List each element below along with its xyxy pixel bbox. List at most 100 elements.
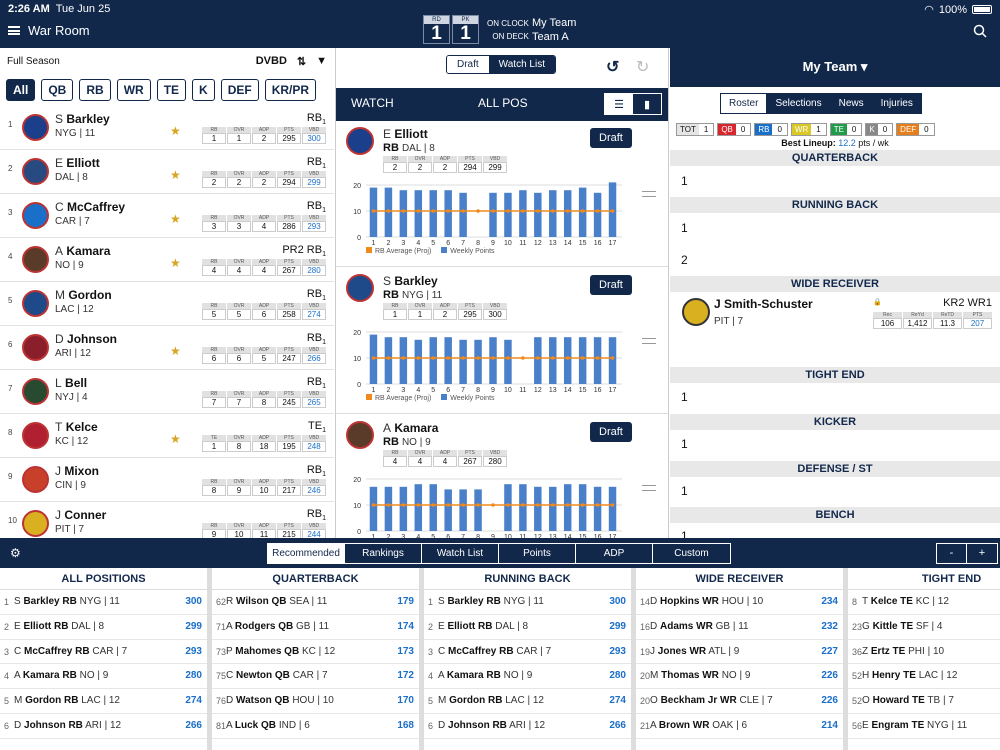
player-row[interactable]: 1 S Barkley NYG | 11 ★ RB1 RB 1 OVR 1 ADP 2 PTS 295 V… [0,106,334,150]
ranking-row[interactable]: 1 S Barkley RB NYG | 11 300 [0,590,207,615]
ranking-row[interactable]: 8T Kelce TE KC | 12248 [848,590,1000,615]
player-row[interactable]: 5 M Gordon LAC | 12 RB1 RB 5 OVR 5 ADP 6 PTS 258 VBD… [0,282,334,326]
star-icon[interactable]: ★ [170,124,181,138]
ranking-row[interactable]: 52H Henry TE LAC | 12197 [848,664,1000,690]
zoom-in-button[interactable]: + [978,547,986,559]
position-filter-krpr[interactable]: KR/PR [264,79,317,101]
ranking-row[interactable]: 52O Howard TE TB | 7197 [848,689,1000,714]
ranking-row[interactable]: 73 P Mahomes QB KC | 12 173 [212,640,419,665]
position-filter-k[interactable]: K [192,79,215,101]
drag-handle-icon[interactable] [642,338,656,344]
player-name: O Beckham Jr WR CLE | 7 [650,695,773,707]
draft-button[interactable]: Draft [590,422,632,442]
ranking-row[interactable]: 1 S Barkley RB NYG | 11 300 [424,590,631,615]
zoom-out-button[interactable]: - [937,544,967,563]
tab-watch-list[interactable]: Watch List [422,544,499,563]
roster-slot[interactable]: 1 [681,221,688,235]
position-filter-qb[interactable]: QB [41,79,74,101]
filter-icon[interactable]: ▼ [316,55,327,67]
position-filter-all[interactable]: All [6,79,36,101]
ranking-row[interactable]: 5 M Gordon RB LAC | 12 274 [424,689,631,714]
roster-player[interactable]: J Smith-Schuster PIT | 7 🔒 KR2 WR1 Rec 106 ReY… [670,294,1000,334]
x-tick-label: 17 [609,534,617,538]
star-icon[interactable]: ★ [170,212,181,226]
player-row[interactable]: 9 J Mixon CIN | 9 RB1 RB 8 OVR 9 ADP 10 PTS 217 VBD 2… [0,458,334,502]
ranking-row[interactable]: 2 E Elliott RB DAL | 8 299 [0,615,207,640]
star-icon[interactable]: ★ [170,256,181,270]
ranking-row[interactable]: 23G Kittle TE SF | 4233 [848,615,1000,640]
player-row[interactable]: 8 T Kelce KC | 12 ★ TE1 TE 1 OVR 8 ADP 18 PTS 195 VBD… [0,414,334,458]
ranking-row[interactable]: 16 D Adams WR GB | 11 232 [636,615,843,640]
ranking-row[interactable]: 6 D Johnson RB ARI | 12 266 [0,714,207,739]
tab-selections[interactable]: Selections [767,94,831,113]
ranking-row[interactable]: 81 A Luck QB IND | 6 168 [212,714,419,739]
ranking-row[interactable]: 20 M Thomas WR NO | 9 226 [636,664,843,690]
tab-injuries[interactable]: Injuries [872,94,921,113]
ranking-row[interactable]: 71 A Rodgers QB GB | 11 174 [212,615,419,640]
team-selector[interactable]: My Team ▾ [670,48,1000,87]
tab-draft[interactable]: Draft [447,56,489,73]
position-filter-rb[interactable]: RB [79,79,111,101]
roster-slot[interactable]: 1 [681,484,688,498]
position-filter-def[interactable]: DEF [220,79,259,101]
season-selector[interactable]: Full Season [7,55,60,67]
tab-watch-list[interactable]: Watch List [488,56,555,73]
weekly-points-bar [459,339,467,384]
ranking-row[interactable]: 6 D Johnson RB ARI | 12 266 [424,714,631,739]
player-row[interactable]: 7 L Bell NYJ | 4 RB1 RB 7 OVR 7 ADP 8 PTS 245 VBD 265 [0,370,334,414]
ranking-row[interactable]: 56E Engram TE NYG | 11193 [848,714,1000,739]
ranking-row[interactable]: 14 D Hopkins WR HOU | 10 234 [636,590,843,615]
player-name: M Gordon RB LAC | 12 [438,695,544,707]
tab-roster[interactable]: Roster [721,94,768,113]
player-row[interactable]: 2 E Elliott DAL | 8 ★ RB1 RB 2 OVR 2 ADP 2 PTS 294 VB… [0,150,334,194]
player-row[interactable]: 10 J Conner PIT | 7 RB1 RB 9 OVR 10 ADP 11 PTS 215 V… [0,502,334,538]
player-row[interactable]: 3 C McCaffrey CAR | 7 ★ RB1 RB 3 OVR 3 ADP 4 PTS 286… [0,194,334,238]
ranking-row[interactable]: 21 A Brown WR OAK | 6 214 [636,714,843,739]
undo-icon[interactable]: ↺ [606,59,620,76]
ranking-row[interactable]: 4 A Kamara RB NO | 9 280 [0,664,207,690]
gear-icon[interactable]: ⚙ [10,546,21,560]
list-view-icon[interactable]: ☰ [605,94,633,114]
star-icon[interactable]: ★ [170,168,181,182]
redo-icon[interactable]: ↻ [636,59,650,76]
ranking-row[interactable]: 2 E Elliott RB DAL | 8 299 [424,615,631,640]
all-pos-filter[interactable]: ALL POS [478,96,528,110]
star-icon[interactable]: ★ [170,344,181,358]
ranking-row[interactable]: 75 C Newton QB CAR | 7 172 [212,664,419,690]
player-row[interactable]: 6 D Johnson ARI | 12 ★ RB1 RB 6 OVR 6 ADP 5 PTS 247 V… [0,326,334,370]
ranking-row[interactable]: 20 O Beckham Jr WR CLE | 7 226 [636,689,843,714]
ranking-row[interactable]: 5 M Gordon RB LAC | 12 274 [0,689,207,714]
ranking-row[interactable]: 4 A Kamara RB NO | 9 280 [424,664,631,690]
position-filter-wr[interactable]: WR [116,79,151,101]
menu-icon[interactable] [8,26,20,35]
roster-slot[interactable]: 1 [681,390,688,404]
ranking-row[interactable]: 3 C McCaffrey RB CAR | 7 293 [424,640,631,665]
search-icon[interactable] [973,24,987,38]
sort-button[interactable]: DVBD [255,55,287,67]
drag-handle-icon[interactable] [642,485,656,491]
ranking-row[interactable]: 3 C McCaffrey RB CAR | 7 293 [0,640,207,665]
draft-button[interactable]: Draft [590,128,632,148]
star-icon[interactable]: ★ [170,432,181,446]
tab-news[interactable]: News [830,94,873,113]
tab-adp[interactable]: ADP [576,544,653,563]
draft-button[interactable]: Draft [590,275,632,295]
ranking-row[interactable]: 19 J Jones WR ATL | 9 227 [636,640,843,665]
player-row[interactable]: 4 A Kamara NO | 9 ★ PR2 RB1 RB 4 OVR 4 ADP 4 PTS 267… [0,238,334,282]
ranking-row[interactable]: 62 R Wilson QB SEA | 11 179 [212,590,419,615]
tab-points[interactable]: Points [499,544,576,563]
chart-view-icon[interactable]: ▮ [643,98,651,111]
roster-slot[interactable]: 1 [681,174,688,188]
drag-handle-icon[interactable] [642,191,656,197]
roster-slot[interactable]: 2 [681,253,688,267]
ranking-row[interactable]: 76 D Watson QB HOU | 10 170 [212,689,419,714]
tab-custom[interactable]: Custom [674,548,709,559]
ranking-row[interactable]: 36Z Ertz TE PHI | 10220 [848,640,1000,665]
roster-slot[interactable]: 1 [681,529,688,538]
tab-recommended[interactable]: Recommended [268,544,345,563]
sort-icon[interactable]: ⇅ [296,55,307,68]
position-filter-te[interactable]: TE [156,79,187,101]
roster-slot[interactable]: 1 [681,437,688,451]
tab-rankings[interactable]: Rankings [345,544,422,563]
menu-title[interactable]: War Room [8,23,90,38]
